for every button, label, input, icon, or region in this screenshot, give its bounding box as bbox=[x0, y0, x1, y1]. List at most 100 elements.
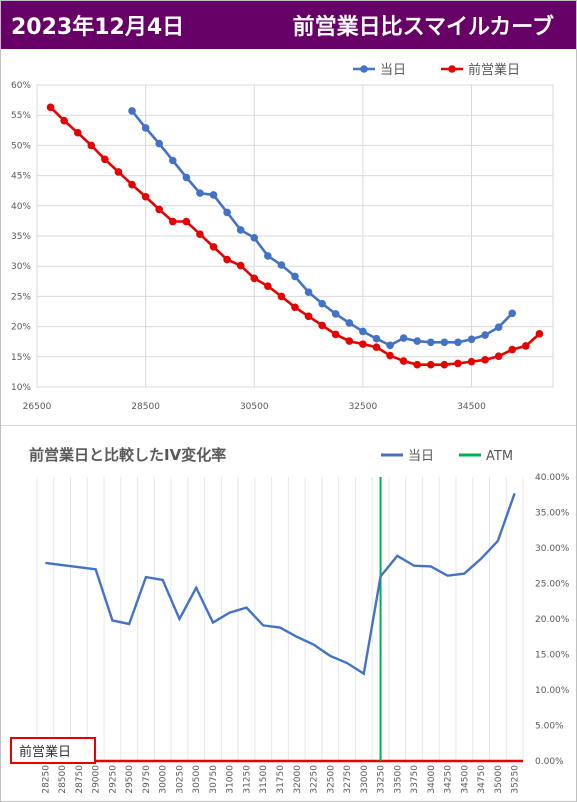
chart1-point-today bbox=[399, 334, 408, 342]
chart1-point-prev bbox=[168, 217, 177, 226]
chart2-legend-label: 当日 bbox=[408, 449, 434, 464]
chart2-y-tick-label: 0.00% bbox=[535, 757, 564, 767]
chart2-x-tick-label: 35000 bbox=[494, 765, 504, 794]
chart1-point-prev bbox=[304, 312, 313, 321]
chart2-y-tick-label: 40.00% bbox=[535, 473, 570, 483]
chart1-point-prev bbox=[372, 343, 381, 351]
chart1-gridlines bbox=[36, 84, 554, 388]
chart2-y-tick-label: 20.00% bbox=[535, 615, 570, 625]
chart2-x-tick-label: 28500 bbox=[58, 765, 68, 794]
chart2-x-tick-label: 32500 bbox=[326, 765, 336, 794]
chart1-legend-label: 当日 bbox=[380, 63, 406, 78]
chart2-x-tick-label: 30750 bbox=[209, 765, 219, 794]
chart1-point-today bbox=[291, 272, 299, 281]
chart1-point-today bbox=[413, 337, 422, 345]
baseline-label-text: 前営業日 bbox=[19, 744, 71, 760]
chart1-point-today bbox=[304, 288, 313, 296]
chart2-x-tick-label: 35250 bbox=[511, 765, 521, 794]
chart2-x-tick-label: 33750 bbox=[410, 765, 420, 794]
chart1-x-tick-label: 32500 bbox=[349, 402, 378, 412]
chart1-point-today bbox=[196, 189, 204, 197]
chart1-y-tick-label: 15% bbox=[11, 353, 31, 363]
chart1-point-prev bbox=[141, 192, 150, 201]
chart1-point-prev bbox=[182, 217, 191, 226]
chart1-point-today bbox=[182, 173, 191, 182]
chart1-legend-label: 前営業日 bbox=[468, 62, 520, 78]
chart1-point-today bbox=[494, 323, 503, 332]
chart1-point-today bbox=[372, 334, 381, 343]
chart1-point-prev bbox=[508, 345, 517, 354]
chart1-legend-marker bbox=[448, 65, 456, 73]
chart2-x-tick-label: 29250 bbox=[108, 765, 118, 794]
chart1-point-today bbox=[345, 319, 354, 327]
chart1-point-prev bbox=[73, 128, 82, 137]
chart1-point-today bbox=[223, 208, 231, 217]
chart2-x-tick-label: 29000 bbox=[92, 765, 102, 794]
chart2-y-tick-label: 10.00% bbox=[535, 686, 570, 696]
chart1-point-today bbox=[386, 341, 394, 350]
chart1-point-prev bbox=[535, 330, 544, 338]
chart1-point-prev bbox=[440, 360, 449, 369]
chart1-point-prev bbox=[413, 360, 422, 369]
chart1-point-prev bbox=[101, 155, 109, 164]
chart1-point-prev bbox=[318, 321, 326, 330]
chart1-point-prev bbox=[467, 357, 476, 366]
chart1-point-prev bbox=[196, 230, 204, 238]
chart1-point-today bbox=[481, 331, 489, 339]
chart1-point-prev bbox=[114, 168, 123, 176]
chart1-y-tick-label: 10% bbox=[11, 383, 31, 393]
chart1-y-tick-label: 45% bbox=[11, 172, 31, 182]
chart2-y-tick-labels: 0.00% 5.00% 10.00% 15.00% 20.00% 25.00% 30.00%… bbox=[535, 473, 570, 767]
chart1-point-prev bbox=[277, 292, 286, 301]
chart1-series-line-today bbox=[131, 110, 514, 347]
chart1-y-tick-label: 20% bbox=[11, 323, 31, 333]
chart2-x-tick-label: 33250 bbox=[377, 765, 387, 794]
chart1-point-today bbox=[359, 327, 367, 336]
chart2-x-tick-label: 32250 bbox=[310, 765, 320, 794]
chart1-point-today bbox=[155, 139, 164, 148]
chart2-x-tick-label: 32750 bbox=[343, 765, 353, 794]
baseline-label-frame bbox=[10, 737, 96, 764]
chart1-point-today bbox=[209, 191, 218, 199]
chart2-y-tick-label: 5.00% bbox=[535, 722, 564, 732]
chart1-point-today bbox=[277, 261, 286, 269]
chart1-point-prev bbox=[359, 340, 367, 348]
chart2-x-tick-label: 31750 bbox=[276, 765, 286, 794]
chart1-point-prev bbox=[264, 282, 272, 290]
header-date: 2023年12月4日 bbox=[11, 15, 185, 40]
baseline-label-box: 前営業日 bbox=[10, 737, 96, 764]
chart2-x-tick-label: 28750 bbox=[75, 765, 85, 794]
chart1-point-prev bbox=[345, 337, 354, 345]
chart2-x-tick-label: 34500 bbox=[460, 765, 470, 794]
chart1-point-prev bbox=[454, 359, 462, 368]
chart2-x-tick-label: 31000 bbox=[226, 765, 236, 794]
chart2-x-tick-label: 30500 bbox=[192, 765, 202, 794]
iv-change-chart: 前営業日と比較したIV変化率 0.00% 5.00% 10.00% 15.00% 20.… bbox=[10, 446, 570, 794]
chart1-y-tick-label: 50% bbox=[11, 141, 31, 151]
chart1-y-tick-label: 35% bbox=[11, 232, 31, 242]
chart1-y-tick-label: 60% bbox=[11, 81, 31, 91]
chart1-point-prev bbox=[155, 205, 164, 214]
chart1-point-prev bbox=[481, 356, 489, 364]
chart1-point-today bbox=[318, 299, 326, 308]
chart2-series bbox=[37, 477, 523, 763]
chart1-point-today bbox=[264, 252, 272, 260]
chart1-point-today bbox=[168, 156, 177, 165]
chart1-point-today bbox=[454, 338, 462, 347]
chart1-legend: 当日 前営業日 bbox=[353, 62, 520, 78]
chart1-legend-marker bbox=[360, 65, 368, 73]
chart2-x-tick-label: 31250 bbox=[242, 765, 252, 794]
chart2-y-tick-label: 30.00% bbox=[535, 544, 570, 554]
chart1-x-tick-label: 34500 bbox=[457, 402, 486, 412]
chart2-x-tick-label: 32000 bbox=[293, 765, 303, 794]
chart1-point-prev bbox=[223, 255, 231, 264]
chart2-y-tick-label: 15.00% bbox=[535, 651, 570, 661]
chart1-x-tick-label: 28500 bbox=[131, 402, 160, 412]
chart2-x-tick-label: 30000 bbox=[159, 765, 169, 794]
chart1-point-today bbox=[467, 335, 476, 344]
chart1-point-prev bbox=[291, 303, 299, 312]
chart2-x-tick-labels: 28250 28500 28750 29000 29250 29500 29750 30000… bbox=[41, 765, 520, 794]
chart1-point-prev bbox=[46, 103, 55, 112]
chart2-x-tick-label: 28250 bbox=[41, 765, 51, 794]
chart2-y-tick-label: 35.00% bbox=[535, 509, 570, 519]
